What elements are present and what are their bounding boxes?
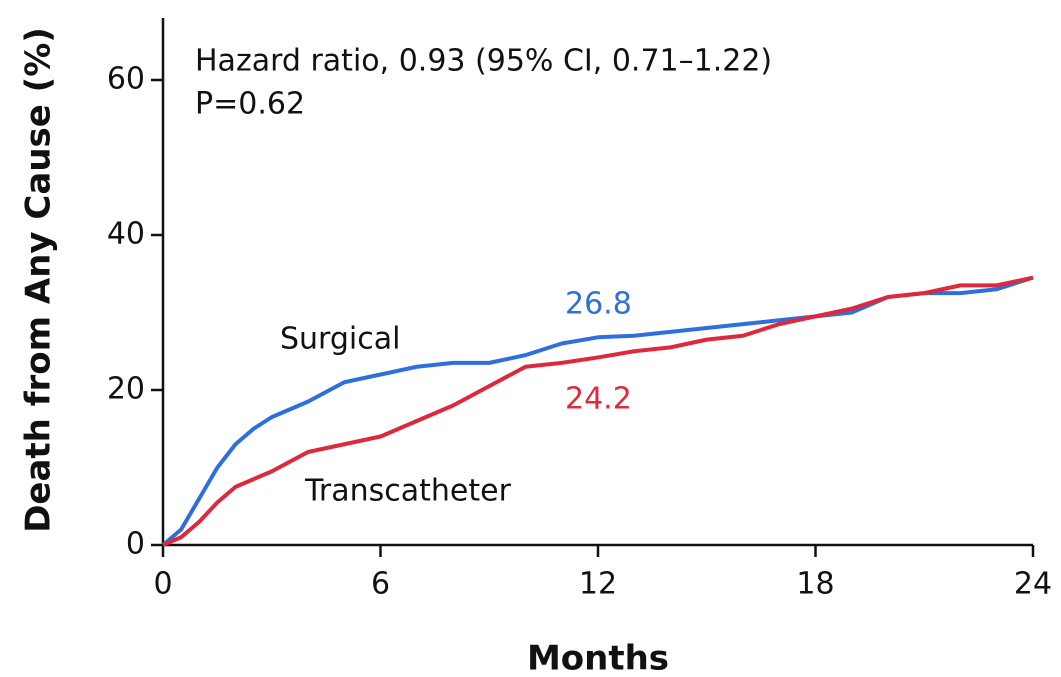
x-tick-label: 12 [579,567,617,602]
x-tick-label: 6 [371,567,390,602]
y-tick-label: 20 [107,372,145,407]
x-axis-label: Months [527,639,669,677]
series-line [162,275,1034,547]
y-tick-label: 40 [107,217,145,252]
annotation: 24.2 [565,382,632,417]
x-tick-label: 0 [153,567,172,602]
y-axis-label: Death from Any Cause (%) [19,27,59,533]
annotation: Transcatheter [304,474,512,509]
y-tick-label: 60 [107,62,145,97]
y-tick-label: 0 [126,527,145,562]
annotation: P=0.62 [195,87,305,122]
x-tick-label: 18 [796,567,834,602]
annotation: Hazard ratio, 0.93 (95% CI, 0.71–1.22) [195,44,772,79]
annotation: Surgical [280,322,400,357]
x-tick-label: 24 [1014,567,1052,602]
annotation: 26.8 [565,287,632,322]
